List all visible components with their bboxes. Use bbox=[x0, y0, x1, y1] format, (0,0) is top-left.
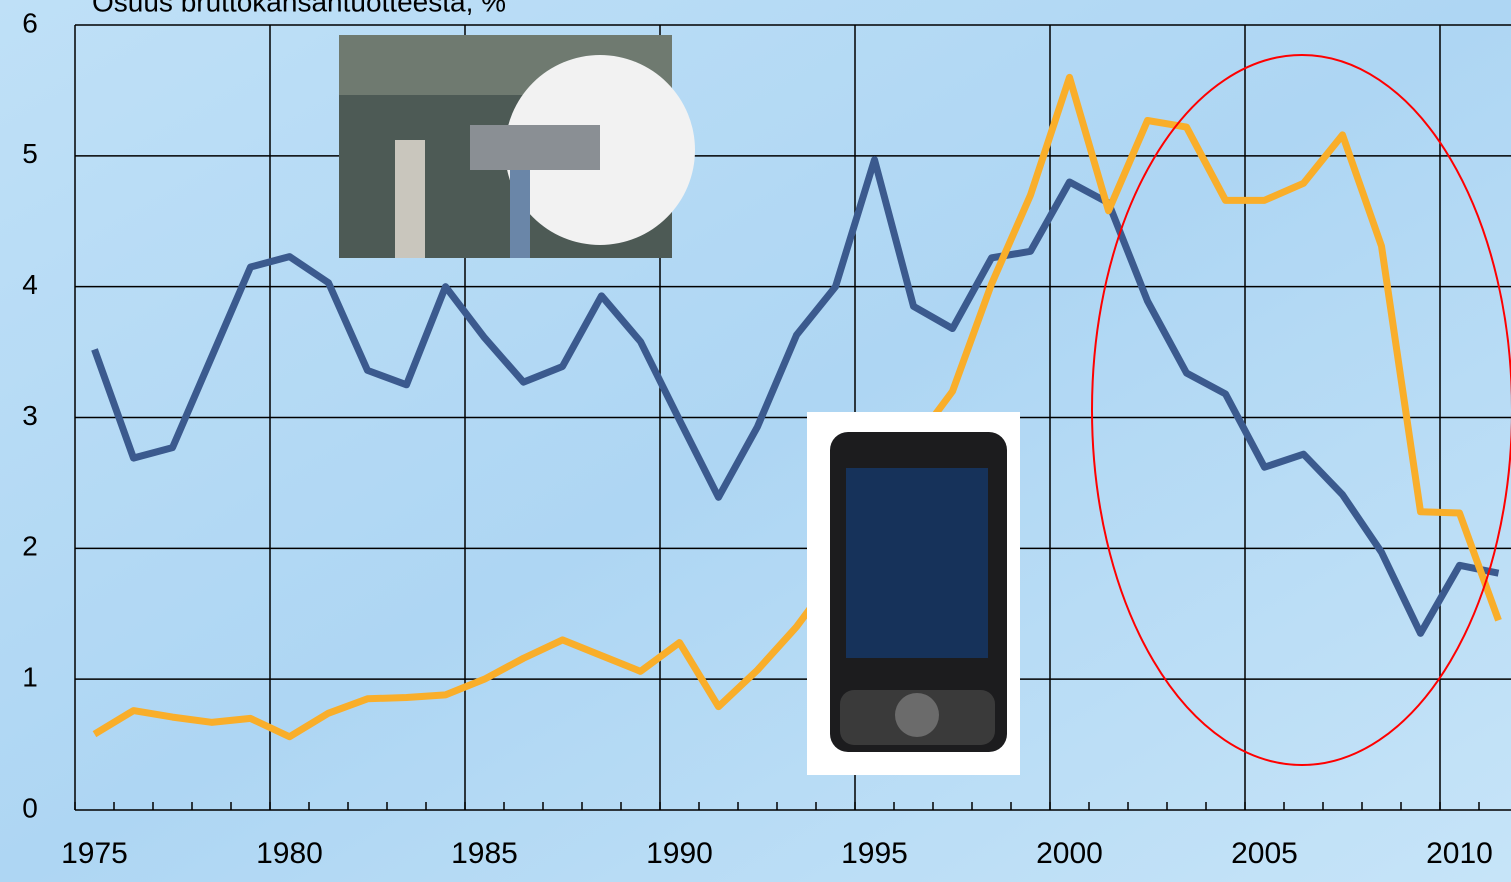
phone-photo bbox=[807, 412, 1020, 775]
x-tick-label: 1975 bbox=[61, 837, 128, 870]
x-tick-label: 2005 bbox=[1231, 837, 1298, 870]
x-tick-label: 1990 bbox=[646, 837, 713, 870]
highlight-ellipse bbox=[1091, 54, 1511, 766]
x-tick-label: 2010 bbox=[1426, 837, 1493, 870]
x-tick-label: 1995 bbox=[841, 837, 908, 870]
x-tick-label: 1985 bbox=[451, 837, 518, 870]
chart-title: Osuus bruttokansantuotteesta, % bbox=[92, 0, 506, 17]
y-tick-label: 6 bbox=[22, 7, 38, 38]
x-tick-label: 1980 bbox=[256, 837, 323, 870]
paper-photo bbox=[339, 35, 695, 258]
series-line bbox=[92, 73, 1502, 741]
y-tick-label: 3 bbox=[22, 400, 38, 431]
y-tick-label: 0 bbox=[22, 792, 38, 823]
y-tick-label: 5 bbox=[22, 138, 38, 169]
lines bbox=[91, 73, 1502, 741]
series-line bbox=[91, 156, 1500, 637]
x-tick-label: 2000 bbox=[1036, 837, 1103, 870]
y-tick-label: 1 bbox=[22, 662, 38, 693]
y-tick-label: 4 bbox=[22, 269, 38, 300]
y-tick-label: 2 bbox=[22, 531, 38, 562]
